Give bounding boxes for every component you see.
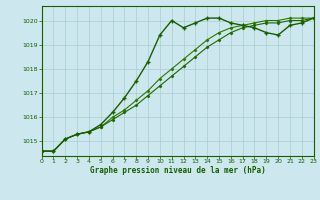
X-axis label: Graphe pression niveau de la mer (hPa): Graphe pression niveau de la mer (hPa) bbox=[90, 166, 266, 175]
